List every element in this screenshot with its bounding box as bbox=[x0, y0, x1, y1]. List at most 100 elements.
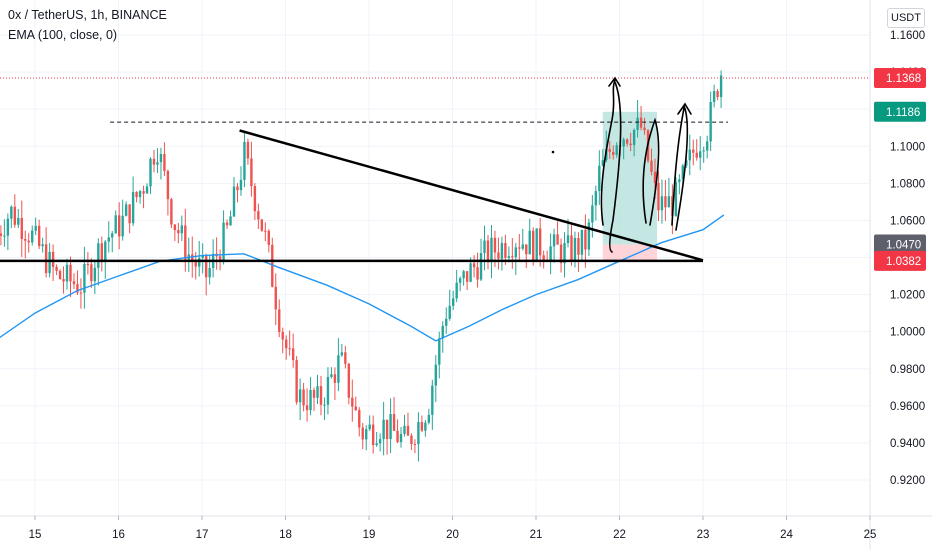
candle-body bbox=[257, 211, 260, 220]
candle-body bbox=[389, 414, 392, 440]
freehand-dot bbox=[551, 150, 555, 154]
candles bbox=[0, 70, 723, 462]
candle-body bbox=[653, 171, 657, 183]
candle-body bbox=[712, 91, 716, 102]
candle-body bbox=[159, 154, 163, 163]
candle-body bbox=[340, 352, 344, 356]
candle-body bbox=[699, 151, 702, 158]
candle-body bbox=[316, 386, 319, 398]
price-badge-label: 1.0470 bbox=[886, 240, 921, 252]
candle-body bbox=[375, 443, 378, 446]
candle-body bbox=[48, 251, 51, 274]
y-tick-label: 1.0800 bbox=[890, 178, 925, 190]
x-tick-label: 25 bbox=[864, 529, 877, 541]
candle-body bbox=[615, 145, 618, 155]
candle-body bbox=[243, 141, 246, 180]
candle-body bbox=[570, 235, 573, 261]
drawings[interactable] bbox=[0, 76, 870, 263]
freehand-arrow[interactable] bbox=[642, 117, 660, 226]
candle-body bbox=[688, 149, 691, 161]
descending-trendline[interactable] bbox=[239, 129, 704, 262]
candle-body bbox=[330, 374, 333, 377]
candle-body bbox=[44, 244, 48, 274]
candle-body bbox=[333, 374, 337, 383]
candle-body bbox=[198, 257, 201, 267]
candle-body bbox=[0, 233, 3, 236]
candle-body bbox=[69, 264, 72, 282]
candle-body bbox=[128, 204, 131, 224]
candle-body bbox=[622, 139, 625, 147]
candle-body bbox=[281, 331, 284, 340]
candle-body bbox=[166, 170, 170, 200]
candle-body bbox=[246, 141, 250, 159]
candle-body bbox=[639, 117, 643, 128]
freehand-arrow[interactable] bbox=[675, 105, 689, 231]
candle-body bbox=[709, 101, 712, 142]
candle-body bbox=[497, 252, 500, 259]
candle-body bbox=[117, 215, 121, 237]
candle-body bbox=[149, 158, 152, 187]
long-stop-zone[interactable] bbox=[602, 244, 658, 261]
candle-body bbox=[111, 233, 114, 238]
price-badge bbox=[874, 68, 926, 89]
candle-body bbox=[319, 386, 323, 405]
y-tick-label: 1.1600 bbox=[890, 30, 925, 42]
candle-body bbox=[173, 224, 177, 231]
candle-body bbox=[194, 261, 197, 267]
candle-body bbox=[719, 75, 723, 98]
candle-body bbox=[131, 192, 135, 224]
candle-body bbox=[225, 222, 229, 226]
chart-title: 0x / TetherUS, 1h, BINANCE bbox=[8, 8, 167, 22]
candle-body bbox=[417, 422, 420, 445]
x-tick-label: 20 bbox=[446, 529, 459, 541]
freehand-arrow[interactable] bbox=[671, 102, 692, 226]
candle-body bbox=[601, 160, 604, 166]
x-tick-label: 17 bbox=[196, 529, 209, 541]
candle-body bbox=[549, 246, 552, 262]
candle-body bbox=[37, 225, 41, 247]
candle-body bbox=[612, 151, 615, 155]
candle-body bbox=[427, 414, 431, 423]
candle-body bbox=[31, 230, 34, 243]
candle-body bbox=[486, 240, 490, 263]
candle-body bbox=[705, 141, 709, 151]
candle-body bbox=[239, 179, 243, 191]
candle-body bbox=[278, 309, 281, 332]
candle-body bbox=[678, 179, 681, 183]
candle-body bbox=[465, 271, 469, 282]
y-tick-label: 1.0000 bbox=[890, 327, 925, 339]
candle-body bbox=[295, 360, 298, 403]
axis-unit-button[interactable]: USDT bbox=[887, 8, 925, 28]
candle-body bbox=[177, 230, 180, 234]
candle-body bbox=[347, 363, 351, 398]
candle-body bbox=[462, 271, 465, 279]
candle-body bbox=[351, 397, 354, 407]
candle-body bbox=[79, 292, 83, 294]
freehand-arrow[interactable] bbox=[600, 76, 621, 226]
candle-body bbox=[518, 247, 521, 249]
candle-body bbox=[563, 242, 566, 264]
candle-body bbox=[180, 225, 184, 234]
candle-body bbox=[399, 433, 403, 443]
indicator-legend[interactable]: EMA (100, close, 0) bbox=[8, 28, 118, 42]
candle-body bbox=[24, 239, 27, 241]
candle-body bbox=[504, 243, 507, 258]
candle-body bbox=[438, 338, 441, 365]
candle-body bbox=[385, 419, 389, 440]
candle-body bbox=[667, 196, 671, 208]
price-badge-label: 1.1186 bbox=[886, 107, 920, 119]
candle-body bbox=[51, 251, 55, 267]
candle-body bbox=[145, 186, 149, 194]
candle-body bbox=[344, 352, 347, 364]
candle-body bbox=[629, 143, 632, 146]
candle-body bbox=[124, 204, 128, 216]
freehand-arrow[interactable] bbox=[608, 79, 622, 253]
x-tick-label: 22 bbox=[613, 529, 626, 541]
candle-body bbox=[135, 192, 138, 198]
candle-body bbox=[97, 243, 100, 268]
candle-body bbox=[152, 158, 156, 165]
candle-body bbox=[587, 222, 591, 250]
